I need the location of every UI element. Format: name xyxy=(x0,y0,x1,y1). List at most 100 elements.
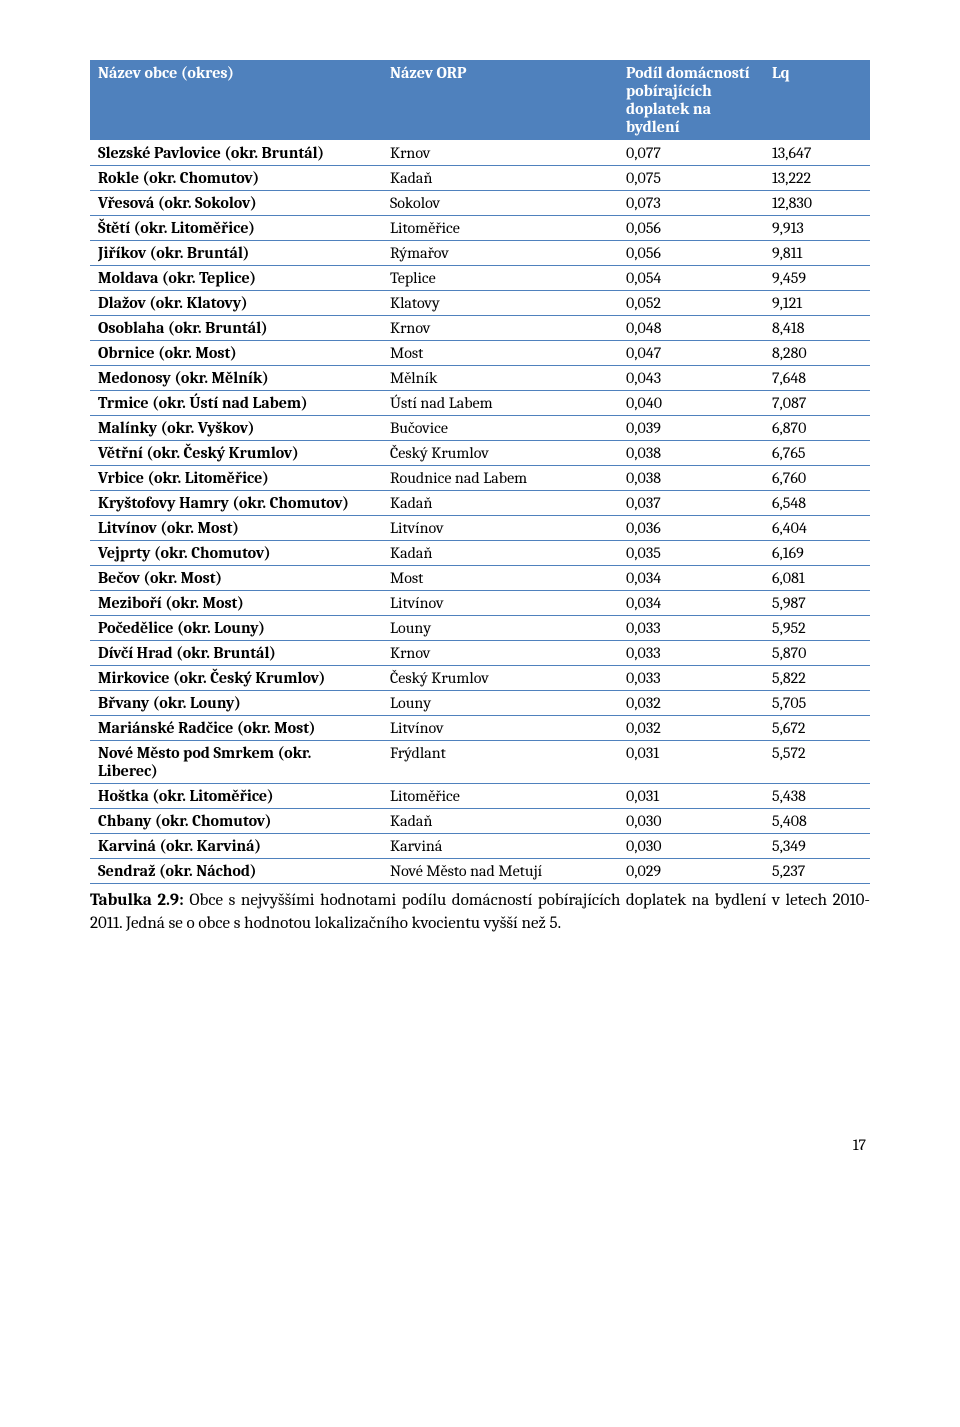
cell-orp: Litoměřice xyxy=(382,784,618,809)
cell-orp: Most xyxy=(382,566,618,591)
cell-obec: Sendraž (okr. Náchod) xyxy=(90,859,382,884)
cell-orp: Mělník xyxy=(382,366,618,391)
cell-podil: 0,038 xyxy=(618,441,764,466)
cell-obec: Vrbice (okr. Litoměřice) xyxy=(90,466,382,491)
cell-orp: Kadaň xyxy=(382,541,618,566)
table-row: Trmice (okr. Ústí nad Labem)Ústí nad Lab… xyxy=(90,391,870,416)
cell-obec: Počedělice (okr. Louny) xyxy=(90,616,382,641)
cell-orp: Klatovy xyxy=(382,291,618,316)
caption-text: Obce s nejvyššími hodnotami podílu domác… xyxy=(90,891,870,933)
table-row: Břvany (okr. Louny)Louny0,0325,705 xyxy=(90,691,870,716)
cell-obec: Moldava (okr. Teplice) xyxy=(90,266,382,291)
cell-orp: Kadaň xyxy=(382,809,618,834)
cell-podil: 0,031 xyxy=(618,741,764,784)
cell-lq: 8,280 xyxy=(764,341,870,366)
cell-obec: Bečov (okr. Most) xyxy=(90,566,382,591)
cell-obec: Karviná (okr. Karviná) xyxy=(90,834,382,859)
cell-podil: 0,077 xyxy=(618,141,764,166)
cell-obec: Mirkovice (okr. Český Krumlov) xyxy=(90,666,382,691)
cell-podil: 0,033 xyxy=(618,616,764,641)
cell-orp: Ústí nad Labem xyxy=(382,391,618,416)
cell-lq: 5,987 xyxy=(764,591,870,616)
cell-lq: 6,870 xyxy=(764,416,870,441)
cell-obec: Rokle (okr. Chomutov) xyxy=(90,166,382,191)
cell-podil: 0,047 xyxy=(618,341,764,366)
cell-podil: 0,073 xyxy=(618,191,764,216)
cell-lq: 7,087 xyxy=(764,391,870,416)
cell-orp: Kadaň xyxy=(382,491,618,516)
cell-obec: Litvínov (okr. Most) xyxy=(90,516,382,541)
cell-orp: Český Krumlov xyxy=(382,441,618,466)
cell-podil: 0,040 xyxy=(618,391,764,416)
cell-obec: Dívčí Hrad (okr. Bruntál) xyxy=(90,641,382,666)
cell-lq: 13,222 xyxy=(764,166,870,191)
cell-lq: 6,081 xyxy=(764,566,870,591)
table-row: Osoblaha (okr. Bruntál)Krnov0,0488,418 xyxy=(90,316,870,341)
cell-podil: 0,048 xyxy=(618,316,764,341)
cell-lq: 7,648 xyxy=(764,366,870,391)
cell-podil: 0,032 xyxy=(618,691,764,716)
cell-lq: 6,169 xyxy=(764,541,870,566)
cell-obec: Vřesová (okr. Sokolov) xyxy=(90,191,382,216)
cell-orp: Teplice xyxy=(382,266,618,291)
cell-lq: 5,237 xyxy=(764,859,870,884)
page-number: 17 xyxy=(90,1136,870,1154)
cell-lq: 8,418 xyxy=(764,316,870,341)
table-row: Rokle (okr. Chomutov)Kadaň0,07513,222 xyxy=(90,166,870,191)
cell-podil: 0,033 xyxy=(618,641,764,666)
cell-lq: 5,952 xyxy=(764,616,870,641)
cell-obec: Medonosy (okr. Mělník) xyxy=(90,366,382,391)
table-row: Dívčí Hrad (okr. Bruntál)Krnov0,0335,870 xyxy=(90,641,870,666)
cell-obec: Chbany (okr. Chomutov) xyxy=(90,809,382,834)
cell-orp: Nové Město nad Metují xyxy=(382,859,618,884)
table-row: Vrbice (okr. Litoměřice)Roudnice nad Lab… xyxy=(90,466,870,491)
cell-orp: Louny xyxy=(382,691,618,716)
cell-orp: Litvínov xyxy=(382,591,618,616)
cell-obec: Větřní (okr. Český Krumlov) xyxy=(90,441,382,466)
cell-lq: 6,760 xyxy=(764,466,870,491)
table-row: Počedělice (okr. Louny)Louny0,0335,952 xyxy=(90,616,870,641)
cell-podil: 0,030 xyxy=(618,834,764,859)
cell-obec: Dlažov (okr. Klatovy) xyxy=(90,291,382,316)
cell-orp: Krnov xyxy=(382,641,618,666)
cell-orp: Krnov xyxy=(382,316,618,341)
table-row: Medonosy (okr. Mělník)Mělník0,0437,648 xyxy=(90,366,870,391)
col-header-podil: Podíl domácností pobírajících doplatek n… xyxy=(618,60,764,141)
cell-podil: 0,054 xyxy=(618,266,764,291)
cell-lq: 5,822 xyxy=(764,666,870,691)
cell-orp: Rýmařov xyxy=(382,241,618,266)
table-row: Chbany (okr. Chomutov)Kadaň0,0305,408 xyxy=(90,809,870,834)
table-row: Mirkovice (okr. Český Krumlov)Český Krum… xyxy=(90,666,870,691)
table-row: Meziboří (okr. Most)Litvínov0,0345,987 xyxy=(90,591,870,616)
cell-lq: 5,705 xyxy=(764,691,870,716)
cell-podil: 0,035 xyxy=(618,541,764,566)
table-row: Obrnice (okr. Most)Most0,0478,280 xyxy=(90,341,870,366)
cell-podil: 0,038 xyxy=(618,466,764,491)
cell-obec: Slezské Pavlovice (okr. Bruntál) xyxy=(90,141,382,166)
cell-obec: Obrnice (okr. Most) xyxy=(90,341,382,366)
cell-podil: 0,034 xyxy=(618,566,764,591)
cell-lq: 5,672 xyxy=(764,716,870,741)
table-row: Štětí (okr. Litoměřice)Litoměřice0,0569,… xyxy=(90,216,870,241)
table-caption: Tabulka 2.9: Obce s nejvyššími hodnotami… xyxy=(90,890,870,936)
cell-orp: Frýdlant xyxy=(382,741,618,784)
cell-lq: 6,548 xyxy=(764,491,870,516)
table-row: Mariánské Radčice (okr. Most)Litvínov0,0… xyxy=(90,716,870,741)
table-row: Hoštka (okr. Litoměřice)Litoměřice0,0315… xyxy=(90,784,870,809)
cell-lq: 6,765 xyxy=(764,441,870,466)
cell-orp: Český Krumlov xyxy=(382,666,618,691)
cell-lq: 9,811 xyxy=(764,241,870,266)
cell-orp: Roudnice nad Labem xyxy=(382,466,618,491)
cell-podil: 0,029 xyxy=(618,859,764,884)
col-header-orp: Název ORP xyxy=(382,60,618,141)
cell-orp: Sokolov xyxy=(382,191,618,216)
table-row: Bečov (okr. Most)Most0,0346,081 xyxy=(90,566,870,591)
cell-lq: 13,647 xyxy=(764,141,870,166)
cell-lq: 9,121 xyxy=(764,291,870,316)
cell-podil: 0,031 xyxy=(618,784,764,809)
table-row: Sendraž (okr. Náchod)Nové Město nad Metu… xyxy=(90,859,870,884)
cell-podil: 0,075 xyxy=(618,166,764,191)
cell-podil: 0,034 xyxy=(618,591,764,616)
cell-lq: 5,349 xyxy=(764,834,870,859)
cell-obec: Meziboří (okr. Most) xyxy=(90,591,382,616)
